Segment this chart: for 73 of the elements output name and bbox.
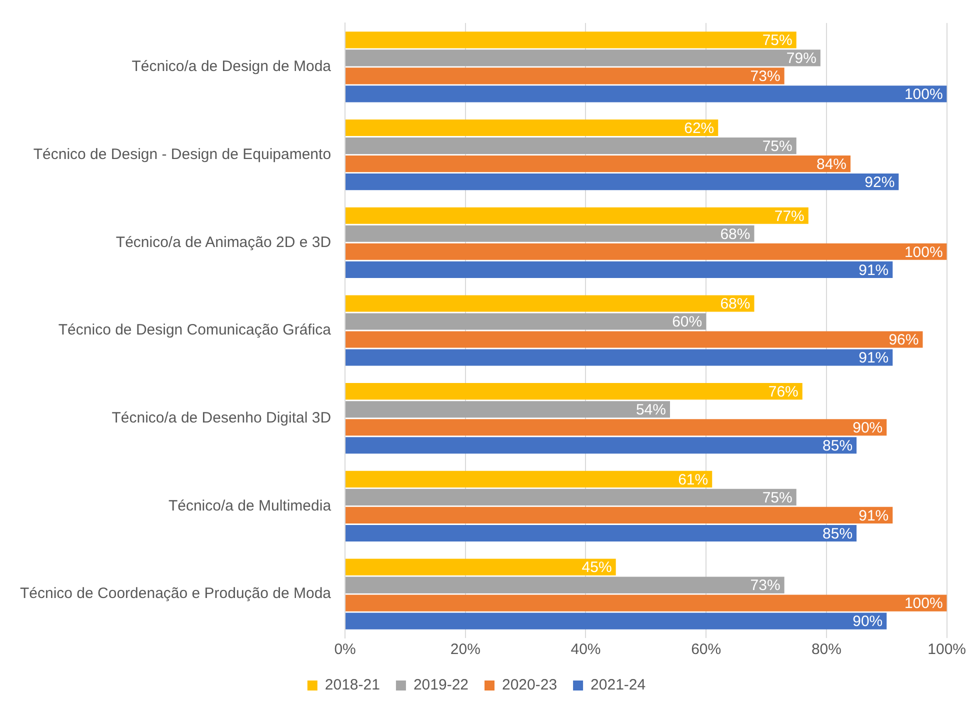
bar xyxy=(346,243,947,260)
data-label: 90% xyxy=(852,420,883,437)
x-tick-label: 60% xyxy=(691,641,722,658)
y-tick-label: Técnico de Coordenação e Produção de Moda xyxy=(20,585,332,602)
bar xyxy=(346,207,808,224)
y-tick-label: Técnico de Design - Design de Equipamento xyxy=(33,146,332,163)
x-tick-label: 80% xyxy=(811,641,842,658)
bar xyxy=(346,506,893,524)
data-label: 85% xyxy=(822,438,853,455)
data-label: 84% xyxy=(816,156,847,173)
bar xyxy=(346,558,616,576)
bar xyxy=(346,225,754,242)
data-label: 61% xyxy=(678,471,708,488)
data-label: 79% xyxy=(786,50,816,68)
data-label: 54% xyxy=(636,401,666,418)
bar xyxy=(346,174,899,190)
bar xyxy=(346,313,706,330)
legend-label: 2021-24 xyxy=(590,676,646,694)
bar xyxy=(346,437,857,454)
bar xyxy=(346,576,784,594)
data-label: 91% xyxy=(858,350,889,367)
data-label: 91% xyxy=(858,262,889,279)
data-label: 100% xyxy=(904,86,943,104)
y-tick-label: Técnico/a de Animação 2D e 3D xyxy=(116,234,332,251)
bar xyxy=(346,68,784,84)
bar xyxy=(346,383,802,400)
bar xyxy=(346,331,923,348)
data-label: 100% xyxy=(904,595,943,612)
bar xyxy=(346,261,893,278)
data-label: 100% xyxy=(904,244,943,261)
bar xyxy=(346,349,893,366)
bar xyxy=(346,137,796,154)
legend-label: 2018-21 xyxy=(324,676,380,694)
data-label: 77% xyxy=(774,208,804,225)
bar xyxy=(346,488,796,506)
bar xyxy=(346,32,796,48)
data-label: 75% xyxy=(762,32,792,50)
x-tick-label: 40% xyxy=(570,641,601,658)
data-label: 91% xyxy=(858,507,889,524)
data-label: 85% xyxy=(822,525,853,542)
data-label: 90% xyxy=(852,613,883,630)
bar xyxy=(346,612,887,630)
bar xyxy=(346,156,851,172)
y-tick-label: Técnico de Design Comunicação Gráfica xyxy=(58,322,332,339)
bar xyxy=(346,419,887,436)
bar xyxy=(346,594,947,612)
legend-label: 2019-22 xyxy=(413,676,469,694)
legend-label: 2020-23 xyxy=(502,676,558,694)
data-label: 73% xyxy=(750,577,780,594)
data-label: 68% xyxy=(720,296,750,313)
bar xyxy=(346,86,947,102)
data-label: 62% xyxy=(684,120,714,137)
data-label: 92% xyxy=(864,174,895,191)
data-label: 68% xyxy=(720,226,750,243)
x-tick-label: 100% xyxy=(928,641,966,658)
bar xyxy=(346,119,718,136)
x-tick-label: 20% xyxy=(450,641,480,658)
bar xyxy=(346,470,712,488)
bar xyxy=(346,295,754,312)
y-tick-label: Técnico/a de Desenho Digital 3D xyxy=(112,410,332,426)
bar xyxy=(346,401,670,418)
data-label: 75% xyxy=(762,489,792,506)
data-label: 76% xyxy=(768,383,798,400)
bar xyxy=(346,50,820,66)
x-tick-label: 0% xyxy=(334,641,356,658)
data-label: 60% xyxy=(672,314,702,331)
data-label: 75% xyxy=(762,138,792,155)
y-tick-label: Técnico/a de Multimedia xyxy=(168,497,332,514)
data-label: 45% xyxy=(582,559,612,576)
data-label: 96% xyxy=(888,332,919,349)
y-tick-label: Técnico/a de Design de Moda xyxy=(132,58,332,76)
bar xyxy=(346,524,857,542)
data-label: 73% xyxy=(750,68,780,86)
